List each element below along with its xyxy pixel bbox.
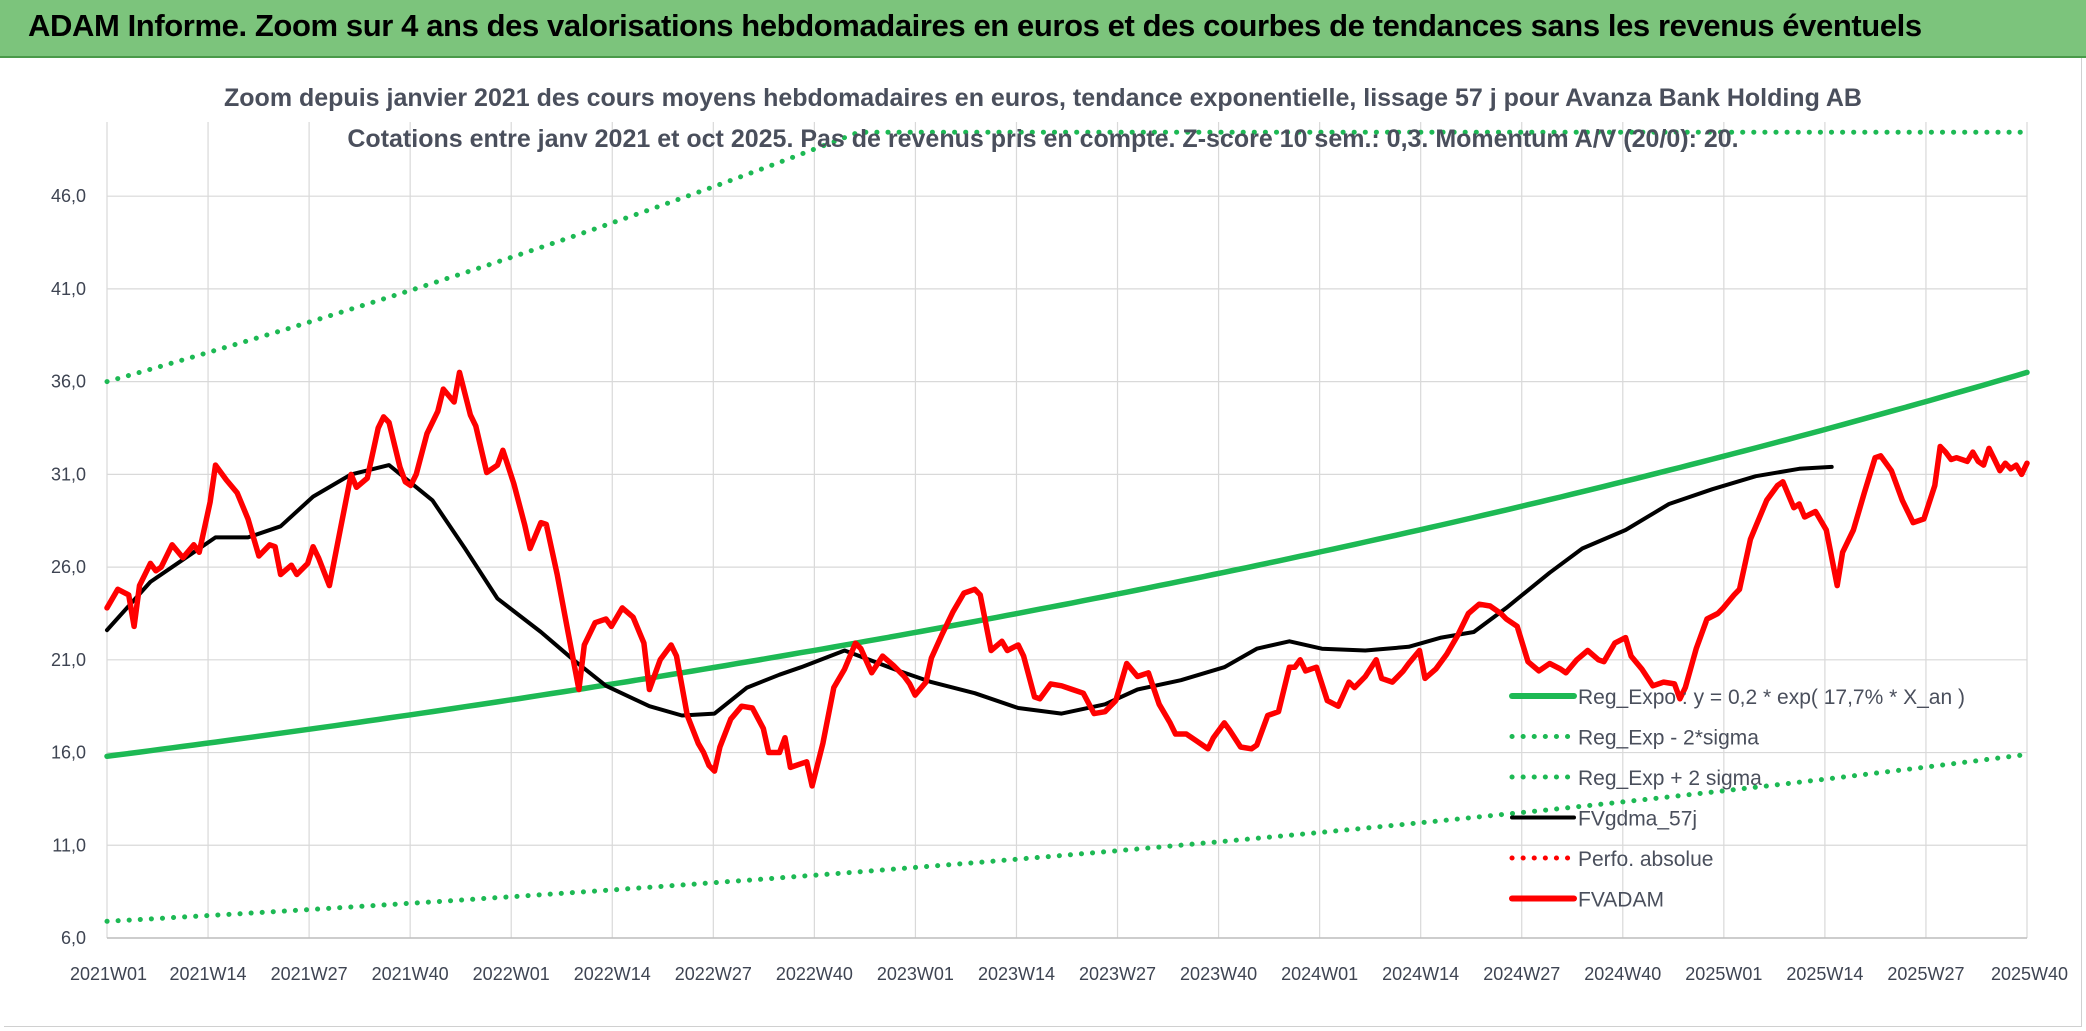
y-tick-label: 26,0 — [51, 557, 86, 577]
y-tick-label: 16,0 — [51, 743, 86, 763]
x-tick-label: 2021W01 — [70, 964, 147, 984]
grid — [106, 122, 2028, 939]
x-tick-label: 2023W27 — [1079, 964, 1156, 984]
x-tick-label: 2022W14 — [574, 964, 651, 984]
y-tick-label: 46,0 — [51, 186, 86, 206]
y-tick-label: 6,0 — [61, 928, 86, 948]
series-fvadam — [104, 369, 2030, 789]
x-tick-label: 2022W40 — [776, 964, 853, 984]
x-tick-label: 2024W27 — [1483, 964, 1560, 984]
chart-titles: Zoom depuis janvier 2021 des cours moyen… — [224, 84, 1862, 153]
x-tick-label: 2022W01 — [473, 964, 550, 984]
y-tick-label: 36,0 — [51, 372, 86, 392]
banner: ADAM Informe. Zoom sur 4 ans des valoris… — [0, 0, 2086, 58]
x-tick-label: 2024W14 — [1382, 964, 1459, 984]
x-tick-label: 2025W01 — [1685, 964, 1762, 984]
x-tick-label: 2023W14 — [978, 964, 1055, 984]
y-tick-label: 21,0 — [51, 650, 86, 670]
series-reg-expo — [104, 369, 2030, 760]
x-tick-label: 2023W01 — [877, 964, 954, 984]
x-tick-label: 2021W14 — [170, 964, 247, 984]
x-tick-label: 2025W40 — [1991, 964, 2068, 984]
series-fvgdma-57j — [105, 463, 1834, 718]
x-tick-label: 2024W40 — [1584, 964, 1661, 984]
chart-subtitle: Cotations entre janv 2021 et oct 2025. P… — [347, 125, 1738, 153]
x-tick-label: 2025W27 — [1887, 964, 1964, 984]
y-tick-label: 31,0 — [51, 464, 86, 484]
legend-label: Reg_Exp + 2 sigma — [1578, 767, 1762, 790]
y-axis: 6,0 11,0 16,0 21,0 26,0 31,0 36,0 41,0 46,0 — [51, 186, 86, 948]
x-tick-label: 2025W14 — [1786, 964, 1863, 984]
y-tick-label: 11,0 — [52, 835, 86, 855]
x-axis: 2021W01 2021W14 2021W27 2021W40 2022W01 2022W… — [70, 964, 2068, 984]
x-tick-label: 2021W40 — [372, 964, 449, 984]
x-tick-label: 2023W40 — [1180, 964, 1257, 984]
legend-label: Reg_Exp - 2*sigma — [1578, 727, 1759, 750]
x-tick-label: 2021W27 — [271, 964, 348, 984]
chart-title: Zoom depuis janvier 2021 des cours moyen… — [224, 84, 1862, 112]
legend-label: FVADAM — [1578, 889, 1664, 912]
x-tick-label: 2024W01 — [1281, 964, 1358, 984]
x-tick-label: 2022W27 — [675, 964, 752, 984]
banner-title: ADAM Informe. Zoom sur 4 ans des valoris… — [28, 8, 1922, 43]
legend-label: Perfo. absolue — [1578, 848, 1713, 871]
legend: Reg_Expo : y = 0,2 * exp( 17,7% * X_an )… — [1509, 686, 1965, 912]
y-tick-label: 41,0 — [51, 279, 86, 299]
series-layer — [104, 129, 2030, 924]
legend-label: Reg_Expo : y = 0,2 * exp( 17,7% * X_an ) — [1578, 686, 1965, 709]
series-reg-exp-minus-2sigma — [104, 751, 2030, 924]
series-reg-exp-plus-2sigma — [104, 129, 2030, 385]
legend-label: FVgdma_57j — [1578, 808, 1697, 831]
chart-background — [3, 58, 2081, 1026]
